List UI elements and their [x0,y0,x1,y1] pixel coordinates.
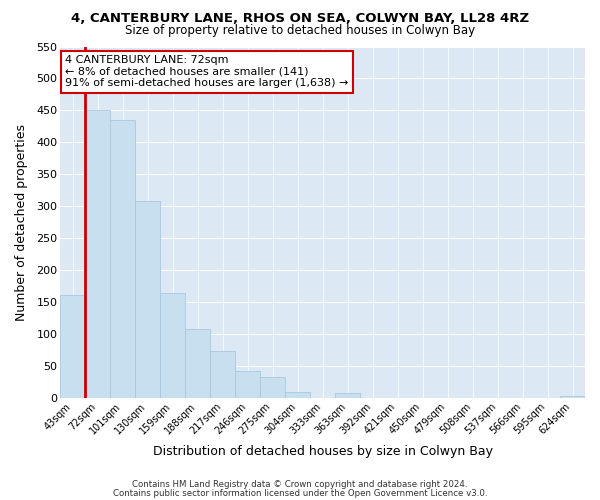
Bar [210,351,235,399]
Y-axis label: Number of detached properties: Number of detached properties [15,124,28,321]
Bar [260,378,285,398]
Bar [60,294,85,399]
Text: 4 CANTERBURY LANE: 72sqm
← 8% of detached houses are smaller (141)
91% of semi-d: 4 CANTERBURY LANE: 72sqm ← 8% of detache… [65,56,349,88]
Bar [285,392,310,398]
Text: Size of property relative to detached houses in Colwyn Bay: Size of property relative to detached ho… [125,24,475,37]
Text: Contains HM Land Registry data © Crown copyright and database right 2024.: Contains HM Land Registry data © Crown c… [132,480,468,489]
Text: 4, CANTERBURY LANE, RHOS ON SEA, COLWYN BAY, LL28 4RZ: 4, CANTERBURY LANE, RHOS ON SEA, COLWYN … [71,12,529,26]
Bar [335,394,360,398]
Bar [235,371,260,398]
Bar [160,293,185,399]
Bar [185,330,210,398]
Text: Contains public sector information licensed under the Open Government Licence v3: Contains public sector information licen… [113,488,487,498]
X-axis label: Distribution of detached houses by size in Colwyn Bay: Distribution of detached houses by size … [152,444,493,458]
Bar [110,120,135,398]
Bar [85,110,110,399]
Bar [135,202,160,398]
Bar [560,396,585,398]
